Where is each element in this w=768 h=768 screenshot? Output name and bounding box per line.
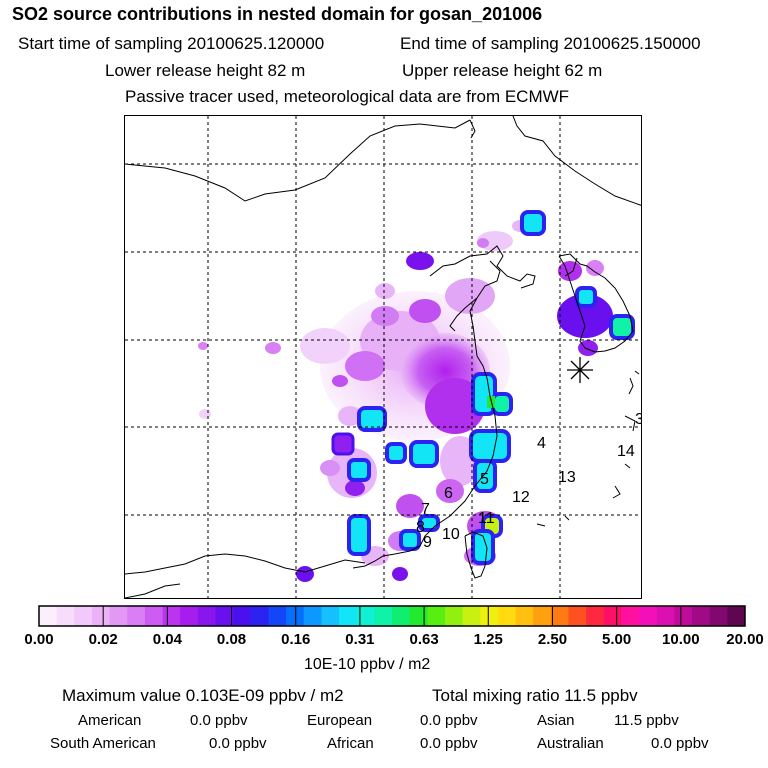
colorbar-tick-label: 0.63	[409, 631, 439, 648]
region-name-asian: Asian	[537, 712, 575, 729]
colorbar-swatch	[339, 606, 358, 626]
region-value-australian: 0.0 ppbv	[651, 735, 709, 752]
colorbar-swatch	[409, 606, 428, 626]
colorbar-swatch	[727, 606, 746, 626]
map-panel: 3 4 5 6 7 8 9 10 11 12 13 14	[124, 115, 642, 599]
region-label-7: 7	[421, 501, 430, 518]
colorbar-swatch	[286, 606, 305, 626]
region-label-11: 11	[478, 510, 495, 527]
colorbar-swatch	[162, 606, 181, 626]
colorbar-swatch	[656, 606, 675, 626]
region-label-12: 12	[512, 489, 530, 506]
colorbar-swatch	[74, 606, 93, 626]
region-name-australian: Australian	[537, 735, 604, 752]
region-label-6: 6	[444, 485, 453, 502]
region-label-4: 4	[537, 435, 546, 452]
start-time: Start time of sampling 20100625.120000	[18, 34, 325, 53]
colorbar-swatch	[639, 606, 658, 626]
colorbar-swatch	[480, 606, 499, 626]
colorbar-swatch	[303, 606, 322, 626]
hotspots	[331, 210, 635, 565]
region-label-3: 3	[635, 411, 642, 428]
region-value-european: 0.0 ppbv	[420, 712, 478, 729]
region-label-8: 8	[416, 519, 425, 536]
region-name-american: American	[78, 712, 142, 729]
region-label-5: 5	[480, 471, 489, 488]
region-label-13: 13	[558, 469, 576, 486]
map-canvas: 3 4 5 6 7 8 9 10 11 12 13 14	[125, 116, 642, 598]
colorbar	[38, 605, 746, 627]
plot-title: SO2 source contributions in nested domai…	[12, 4, 543, 24]
colorbar-tick-label: 10.00	[662, 631, 700, 648]
region-name-south-american: South American	[50, 735, 156, 752]
colorbar-swatch	[392, 606, 411, 626]
star-receptor-icon	[567, 357, 593, 383]
colorbar-swatch	[444, 606, 464, 626]
region-label-14: 14	[617, 443, 635, 460]
colorbar-swatch	[374, 606, 393, 626]
colorbar-swatch	[692, 606, 711, 626]
colorbar-swatch	[91, 606, 111, 626]
colorbar-swatch	[356, 606, 375, 626]
colorbar-swatch	[144, 606, 164, 626]
region-label-9: 9	[423, 534, 432, 551]
colorbar-swatch	[127, 606, 146, 626]
tracer-note: Passive tracer used, meteorological data…	[125, 87, 570, 106]
colorbar-tick-label: 2.50	[537, 631, 568, 648]
colorbar-tick-label: 1.25	[473, 631, 503, 648]
colorbar-swatch	[709, 606, 728, 626]
colorbar-swatch	[603, 606, 622, 626]
region-label-10: 10	[442, 526, 460, 543]
colorbar-swatch	[462, 606, 481, 626]
colorbar-swatch	[621, 606, 640, 626]
colorbar-tick-label: 0.31	[345, 631, 375, 648]
colorbar-units: 10E-10 ppbv / m2	[304, 656, 431, 673]
region-value-african: 0.0 ppbv	[420, 735, 478, 752]
colorbar-swatch	[427, 606, 446, 626]
colorbar-swatch	[233, 606, 252, 626]
colorbar-tick-label: 20.00	[726, 631, 764, 648]
colorbar-swatch	[39, 606, 58, 626]
maximum-value: Maximum value 0.103E-09 ppbv / m2	[62, 686, 344, 705]
colorbar-swatch	[321, 606, 340, 626]
colorbar-swatch	[268, 606, 287, 626]
end-time: End time of sampling 20100625.150000	[400, 34, 701, 53]
total-mixing-ratio: Total mixing ratio 11.5 ppbv	[432, 686, 638, 705]
colorbar-swatch	[568, 606, 587, 626]
lat-lon-grid	[125, 116, 641, 598]
colorbar-swatch	[586, 606, 605, 626]
colorbar-swatch	[497, 606, 517, 626]
region-name-european: European	[307, 712, 373, 729]
colorbar-swatch	[197, 606, 216, 626]
colorbar-tick-label: 0.16	[281, 631, 311, 648]
colorbar-tick-label: 0.08	[216, 631, 247, 648]
region-name-african: African	[327, 735, 374, 752]
region-value-south-american: 0.0 ppbv	[209, 735, 267, 752]
colorbar-tick-label: 5.00	[602, 631, 632, 648]
colorbar-swatch	[250, 606, 269, 626]
colorbar-swatch	[674, 606, 693, 626]
colorbar-swatch	[515, 606, 534, 626]
colorbar-tick-label: 0.02	[88, 631, 118, 648]
region-value-asian: 11.5 ppbv	[614, 712, 679, 729]
upper-release-height: Upper release height 62 m	[402, 61, 603, 80]
region-value-american: 0.0 ppbv	[190, 712, 248, 729]
colorbar-tick-label: 0.00	[24, 631, 54, 648]
coastlines	[125, 116, 641, 598]
colorbar-border	[38, 605, 746, 627]
colorbar-swatch	[533, 606, 552, 626]
colorbar-swatch	[109, 606, 128, 626]
colorbar-swatch	[550, 606, 569, 626]
colorbar-swatch	[56, 606, 75, 626]
colorbar-swatch	[215, 606, 234, 626]
colorbar-swatch	[180, 606, 199, 626]
colorbar-tick-label: 0.04	[152, 631, 182, 648]
lower-release-height: Lower release height 82 m	[105, 61, 306, 80]
plume-field	[198, 220, 613, 582]
